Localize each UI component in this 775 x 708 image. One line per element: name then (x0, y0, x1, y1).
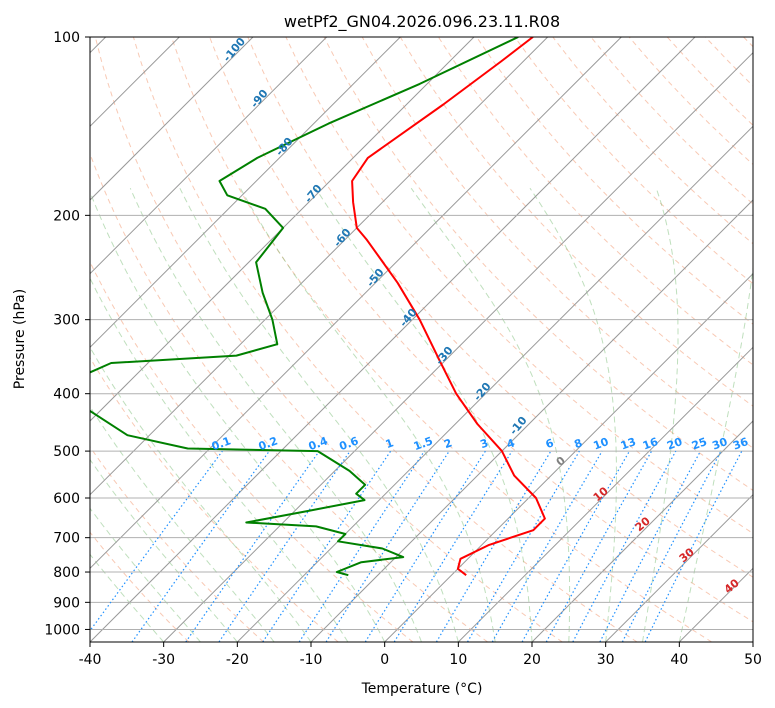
x-tick-label: 20 (523, 652, 541, 668)
isotherm-line (531, 420, 753, 642)
dry-adiabat (90, 356, 339, 642)
y-tick-label: 1000 (44, 622, 80, 638)
isotherm-line (90, 37, 549, 496)
mixing-ratio-label: 0.1 (210, 434, 233, 453)
y-tick-label: 700 (53, 531, 80, 547)
dewpoint-profile-line (90, 37, 519, 577)
x-tick-label: 10 (449, 652, 467, 668)
mixing-ratio-label: 4 (505, 436, 517, 451)
dry-adiabat (90, 531, 190, 642)
y-tick-label: 100 (53, 30, 80, 46)
dry-adiabat (514, 37, 753, 285)
mixing-ratio-label: 36 (731, 435, 750, 453)
mixing-ratio-line (545, 450, 653, 642)
isotherm-line (384, 272, 753, 642)
y-tick-label: 600 (53, 491, 80, 507)
x-tick-label: -10 (300, 652, 323, 668)
mixing-ratio-line (393, 450, 513, 642)
plot-frame (89, 36, 754, 643)
temperature-profile-line (351, 37, 546, 576)
dry-adiabat (90, 152, 488, 642)
mixing-ratio-line (185, 450, 320, 642)
y-tick-label: 900 (53, 595, 80, 611)
dry-adiabat (90, 446, 264, 642)
mixing-ratio-line (218, 450, 351, 642)
moist-adiabat (315, 187, 533, 642)
mixing-ratio-label: 10 (592, 435, 611, 453)
mixing-ratio-label: 0.2 (257, 434, 280, 453)
moist-adiabat (410, 187, 571, 642)
y-tick-label: 300 (53, 313, 80, 329)
mixing-ratio-label: 13 (619, 435, 638, 452)
mixing-ratio-label: 0.4 (307, 434, 330, 453)
x-axis-label: Temperature (°C) (361, 681, 483, 697)
dry-adiabat (361, 37, 753, 449)
mixing-ratio-label: 0.6 (338, 434, 361, 453)
plot-background (90, 37, 753, 642)
dry-adiabat (399, 37, 753, 407)
x-tick-label: 0 (380, 652, 389, 668)
dry-adiabat (132, 37, 638, 642)
mixing-ratio-label: 20 (665, 435, 684, 453)
mixing-ratio-line (325, 450, 450, 642)
isotherm-line (752, 641, 753, 642)
x-tick-label: -40 (79, 652, 102, 668)
mixing-ratio-label: 1 (384, 436, 396, 451)
dry-adiabat (94, 37, 563, 642)
y-tick-label: 500 (53, 444, 80, 460)
profile-lines (90, 37, 546, 577)
moist-adiabat (529, 187, 617, 642)
moist-adiabat (678, 264, 753, 642)
y-axis: 100 200 300 400 500 600 700 800 900 1000 (44, 30, 90, 638)
mixing-ratio-label: 6 (544, 436, 556, 451)
moist-adiabat (90, 507, 201, 642)
x-tick-label: 40 (670, 652, 688, 668)
isotherm-line (90, 37, 475, 422)
mixing-ratio-line (298, 450, 425, 642)
mixing-ratio-line (644, 450, 743, 642)
mixing-ratio-line (90, 450, 223, 632)
moist-adiabat (90, 190, 386, 642)
x-tick-label: 30 (597, 652, 615, 668)
y-tick-label: 400 (53, 387, 80, 403)
isotherm-line (310, 199, 753, 642)
y-axis-label: Pressure (hPa) (12, 289, 28, 389)
mixing-ratio-label: 16 (641, 435, 660, 453)
x-axis: -40 -30 -20 -10 0 10 20 30 40 50 (79, 642, 762, 668)
moist-adiabat (90, 553, 165, 642)
mixing-ratio-label: 25 (690, 435, 709, 452)
moist-adiabat (90, 277, 349, 642)
dry-adiabat (209, 37, 753, 623)
chart-title: wetPf2_GN04.2026.096.23.11.R08 (284, 12, 560, 32)
x-tick-label: 50 (744, 652, 762, 668)
mixing-ratio-line (572, 450, 677, 642)
dry-adiabat (247, 37, 753, 578)
dry-adiabat (171, 37, 712, 642)
mixing-ratio-label: 2 (442, 436, 454, 451)
moist-adiabat (239, 187, 496, 642)
moist-adiabat (90, 458, 238, 642)
isotherm-line (90, 37, 622, 570)
x-tick-label: -30 (152, 652, 175, 668)
mixing-ratio-line (262, 450, 392, 642)
x-tick-label: -20 (226, 652, 249, 668)
y-tick-label: 800 (53, 565, 80, 581)
y-tick-label: 200 (53, 208, 80, 224)
mixing-ratio-label: 8 (572, 436, 584, 451)
mixing-ratio-line (521, 450, 631, 642)
moist-adiabat (129, 187, 422, 642)
mixing-ratio-label: 1.5 (412, 434, 435, 453)
mixing-ratio-label: 3 (478, 436, 490, 451)
isotherm-line (163, 51, 753, 642)
moist-adiabat (642, 188, 679, 642)
isotherm-line (605, 493, 753, 642)
moist-adiabat (179, 187, 459, 642)
isotherm-line (90, 37, 696, 642)
mixing-ratio-label: 30 (710, 435, 729, 453)
isotherm-line (457, 346, 753, 642)
isotherm-line (90, 37, 328, 275)
isotherm-line (90, 37, 254, 201)
mixing-ratio-line (131, 450, 270, 642)
